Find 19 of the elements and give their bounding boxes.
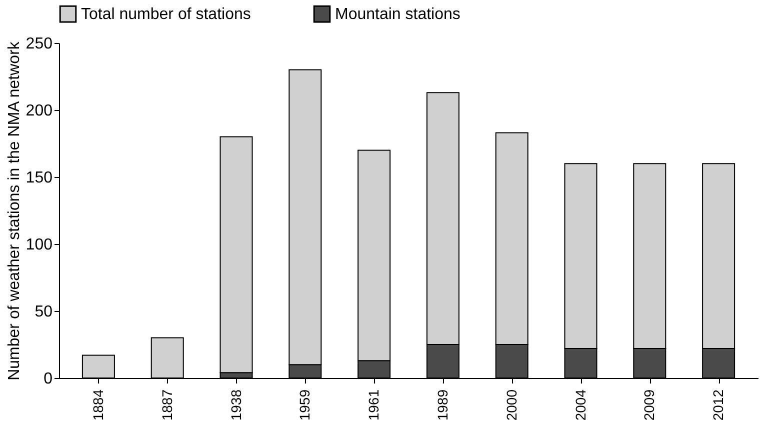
y-tick-label: 50 — [34, 304, 53, 320]
x-tick-label: 2000 — [503, 389, 520, 421]
x-tick-label: 1989 — [434, 389, 450, 421]
x-tick-label: 2012 — [710, 389, 726, 421]
y-tick-label: 100 — [26, 236, 53, 254]
x-tick-label: 1887 — [158, 389, 175, 421]
x-tick-label: 2004 — [572, 389, 588, 421]
x-tick-label: 1938 — [228, 389, 244, 421]
x-tick-label: 1884 — [90, 389, 106, 421]
legend-label: Total number of stations — [81, 6, 251, 24]
x-tick-label: 1961 — [366, 389, 382, 421]
x-tick-label: 2009 — [641, 389, 658, 421]
legend-label: Mountain stations — [335, 6, 460, 24]
y-tick-label: 0 — [44, 370, 53, 388]
y-axis-title: Number of weather stations in the NMA network — [6, 40, 23, 380]
x-tick-label: 1959 — [296, 389, 313, 421]
y-tick-label: 150 — [26, 170, 53, 186]
y-tick-label: 250 — [26, 36, 53, 52]
y-tick-label: 200 — [26, 102, 53, 120]
